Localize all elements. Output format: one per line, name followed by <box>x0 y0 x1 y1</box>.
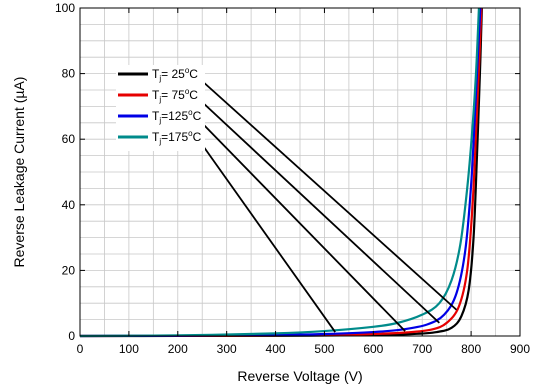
x-tick-label: 0 <box>77 342 84 356</box>
annotation-line-4 <box>200 142 336 333</box>
legend-entry-3: Tj=125oC <box>152 108 202 125</box>
ticks: 0 100 200 300 400 500 600 700 800 900 0 20 40 60 80 100 <box>55 1 530 356</box>
x-tick-label: 900 <box>510 342 530 356</box>
series-line-3 <box>79 7 482 338</box>
y-tick-label: 100 <box>55 1 75 15</box>
y-tick-label: 20 <box>62 263 76 277</box>
y-tick-label: 60 <box>62 132 76 146</box>
y-tick-label: 0 <box>68 329 75 343</box>
x-tick-label: 800 <box>461 342 481 356</box>
annotation-line-2 <box>200 100 440 324</box>
y-tick-label: 80 <box>62 67 76 81</box>
x-tick-label: 100 <box>119 342 139 356</box>
x-tick-label: 600 <box>363 342 383 356</box>
legend-entry-4: Tj=175oC <box>152 129 202 146</box>
annotation-lines <box>200 79 458 333</box>
y-tick-label: 40 <box>62 198 76 212</box>
grid <box>79 7 521 337</box>
x-tick-label: 500 <box>314 342 334 356</box>
plot-frame <box>79 7 521 337</box>
annotation-line-1 <box>200 79 458 311</box>
x-tick-label: 200 <box>168 342 188 356</box>
annotation-line-3 <box>200 121 406 332</box>
legend-entry-1: Tj= 25oC <box>152 66 198 83</box>
x-tick-label: 300 <box>217 342 237 356</box>
legend-entry-2: Tj= 75oC <box>152 87 198 104</box>
legend: Tj= 25oC Tj= 75oC Tj=125oC Tj=175oC <box>116 65 205 151</box>
x-tick-label: 400 <box>266 342 286 356</box>
y-axis-label: Reverse Leakage Current (µA) <box>11 77 27 268</box>
x-axis-label: Reverse Voltage (V) <box>237 368 362 384</box>
x-tick-label: 700 <box>412 342 432 356</box>
